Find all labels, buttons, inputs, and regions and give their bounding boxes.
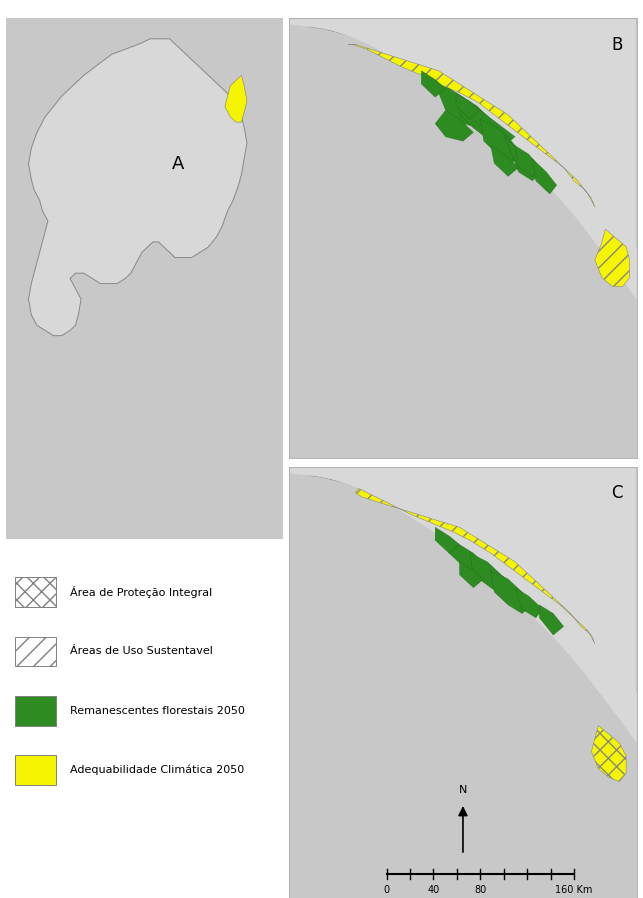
Polygon shape bbox=[505, 136, 543, 180]
Polygon shape bbox=[460, 562, 484, 587]
Bar bbox=[15, 696, 56, 726]
Polygon shape bbox=[460, 101, 515, 145]
Polygon shape bbox=[225, 75, 247, 122]
Polygon shape bbox=[435, 110, 473, 141]
Polygon shape bbox=[515, 587, 543, 618]
Text: N: N bbox=[458, 785, 467, 795]
Text: 40: 40 bbox=[428, 885, 440, 895]
Text: Adequabilidade Climática 2050: Adequabilidade Climática 2050 bbox=[70, 765, 244, 775]
Bar bbox=[15, 637, 56, 666]
Polygon shape bbox=[592, 726, 626, 781]
Polygon shape bbox=[421, 71, 446, 97]
Polygon shape bbox=[356, 489, 595, 644]
Polygon shape bbox=[470, 553, 515, 596]
Polygon shape bbox=[435, 527, 460, 553]
Text: 80: 80 bbox=[474, 885, 487, 895]
Polygon shape bbox=[349, 44, 595, 207]
Polygon shape bbox=[595, 229, 629, 286]
Polygon shape bbox=[532, 159, 557, 194]
Text: A: A bbox=[172, 154, 184, 172]
Polygon shape bbox=[289, 467, 637, 743]
Text: Áreas de Uso Sustentavel: Áreas de Uso Sustentavel bbox=[70, 647, 213, 656]
Polygon shape bbox=[456, 92, 480, 119]
Text: Remanescentes florestais 2050: Remanescentes florestais 2050 bbox=[70, 706, 245, 716]
Polygon shape bbox=[480, 119, 522, 163]
Text: 160 Km: 160 Km bbox=[556, 885, 593, 895]
Polygon shape bbox=[289, 467, 637, 691]
Text: B: B bbox=[611, 36, 622, 54]
Text: C: C bbox=[611, 484, 622, 502]
Polygon shape bbox=[539, 605, 564, 635]
Polygon shape bbox=[491, 570, 532, 613]
Bar bbox=[15, 755, 56, 785]
Text: Área de Proteção Integral: Área de Proteção Integral bbox=[70, 586, 212, 598]
Bar bbox=[15, 577, 56, 607]
Polygon shape bbox=[435, 84, 491, 128]
Polygon shape bbox=[28, 39, 247, 336]
Polygon shape bbox=[515, 145, 539, 176]
Polygon shape bbox=[289, 18, 637, 247]
Polygon shape bbox=[491, 145, 518, 176]
Polygon shape bbox=[446, 536, 487, 575]
Polygon shape bbox=[289, 18, 637, 300]
Text: 0: 0 bbox=[383, 885, 390, 895]
